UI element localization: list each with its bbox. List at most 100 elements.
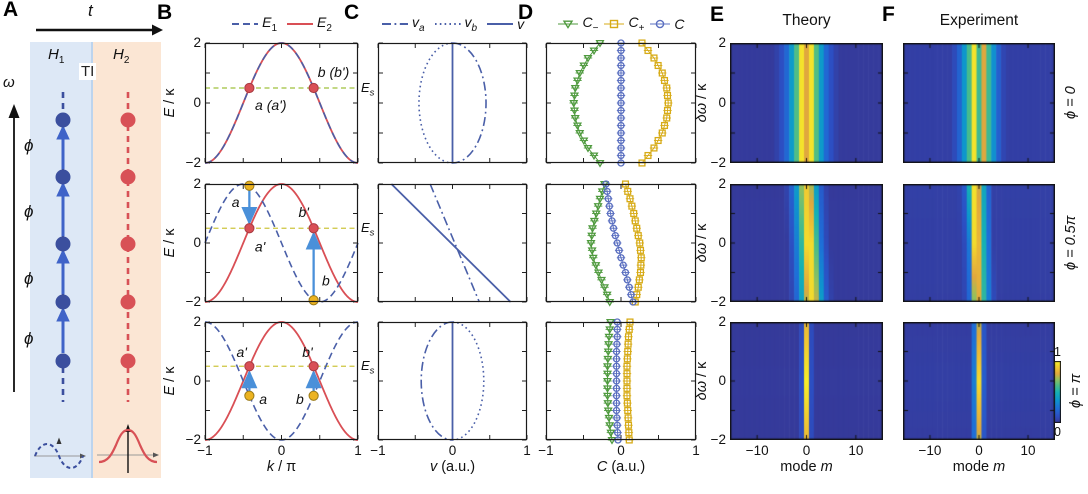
chart-D-phi0 [545,39,697,168]
x-tick-label: −10 [918,443,942,458]
y-tick-label: 0 [193,95,201,110]
chart-C-phi0 [377,42,528,164]
t-arrowhead-icon [152,24,163,36]
colorbar-min-label: 0 [1054,425,1061,439]
svg-text:a': a' [255,239,267,255]
chart-B-phi05: a a' b' b [204,180,359,306]
x-tick-label: 0 [802,443,811,458]
es-label: Es [361,220,375,239]
series-va [452,42,487,164]
legend-b-swatch-0-icon [232,22,259,25]
legend-d-swatch-1-icon [604,19,625,29]
series-v [390,183,512,303]
y-axis-label: E / κ [162,88,178,118]
legend-d-label-1: C+ [628,14,645,34]
chart-B-phiPi: a' b' a b [204,321,359,441]
y-tick-label: 0 [193,373,201,388]
y-axis-label: δω / κ [694,361,710,401]
x-tick-label: 1 [523,443,531,458]
panel-letter-a: A [3,0,19,21]
x-tick-label: 1 [692,443,700,458]
x-tick-label: −1 [197,443,213,458]
chart-D-phiPi [545,318,697,445]
heatmap-F-phi0 [903,43,1055,163]
y-tick-label: 2 [193,176,201,191]
x-tick-label: 10 [1020,443,1036,458]
legend-c-item-0: va [381,14,425,34]
t-label: t [88,1,93,20]
panel-letter-b: B [157,1,173,24]
y-axis-label: δω / κ [694,83,710,123]
legend-b-label-0: E1 [262,14,277,34]
x-tick-label: 0 [277,443,286,458]
y-tick-label: −2 [185,155,201,170]
series-E1 [204,183,359,303]
y-tick-label: 0 [718,373,726,388]
svg-text:b': b' [302,344,314,360]
legend-d-label-2: C [674,15,685,32]
legend-d-label-0: C− [582,14,599,34]
x-tick-label: −10 [745,443,769,458]
panel-a-graphics [8,24,163,473]
heatmap-E-phi0 [730,43,883,163]
series-va [420,321,453,441]
x-axis-label: C (a.u.) [596,459,646,475]
y-tick-label: −2 [710,432,726,447]
panel-a: A t H1 H2 TI ω ϕ ϕ ϕ ϕ [0,0,170,494]
svg-text:b': b' [298,204,310,220]
phi-label-0: ϕ [24,136,34,155]
legend-c: va vb v [371,14,534,34]
y-tick-label: 0 [718,235,726,250]
ti-label: TI [79,63,97,80]
omega-arrowhead-icon [8,104,20,118]
x-tick-label: 0 [975,443,983,458]
heatmap-F-phiPi [903,322,1055,440]
legend-d-item-1: C+ [603,14,644,34]
phi-label-3: ϕ [24,329,34,348]
row-label-phi0: ϕ = 0 [1063,86,1079,120]
legend-c-item-2: v [486,16,524,32]
x-tick-label: 0 [448,443,457,458]
panel-letter-d: D [518,1,534,24]
legend-b-swatch-1-icon [287,22,313,25]
legend-c-label-0: va [411,14,425,34]
svg-text:b (b'): b (b') [318,64,349,80]
x-axis-label: v (a.u.) [429,459,476,475]
row-label-phi05pi: ϕ = 0.5π [1063,215,1079,271]
y-tick-label: 2 [193,35,201,50]
series-va [429,183,481,303]
legend-d: C− C+ C [536,14,706,34]
sine-wave-icon [34,437,86,469]
row-label-phipi: ϕ = π [1068,373,1084,409]
legend-d-swatch-2-icon [650,19,671,29]
svg-text:a: a [232,194,240,210]
legend-c-swatch-1-icon [434,22,461,25]
y-axis-label: E / κ [162,228,178,258]
colorbar [1054,361,1061,423]
h1-sites [55,112,71,369]
legend-d-swatch-0-icon [558,20,579,29]
h2-sites [120,112,136,369]
y-tick-label: 0 [193,235,201,250]
heatmap-E-phiPi [730,322,883,440]
legend-b: E1 E2 [198,14,365,34]
heatmap-E-phi05 [730,184,883,302]
h2-label: H2 [113,46,130,66]
y-tick-label: −2 [710,155,726,170]
x-tick-label: −1 [370,443,386,458]
chart-C-phiPi [377,321,528,441]
x-tick-label: 1 [354,443,362,458]
chart-D-phi05 [545,180,697,307]
svg-text:a (a'): a (a') [255,97,286,113]
x-axis-label: mode m [952,459,1006,475]
phi-hopping-arrows [56,124,70,353]
y-tick-label: 2 [718,314,726,329]
panel-letter-f: F [882,3,895,26]
y-tick-label: 2 [193,314,201,329]
legend-c-swatch-0-icon [381,22,408,25]
chart-B-phi0: a (a') b (b') [204,42,359,164]
series-vb [452,321,485,441]
bell-wave-icon [97,424,159,473]
y-tick-label: 2 [718,35,726,50]
